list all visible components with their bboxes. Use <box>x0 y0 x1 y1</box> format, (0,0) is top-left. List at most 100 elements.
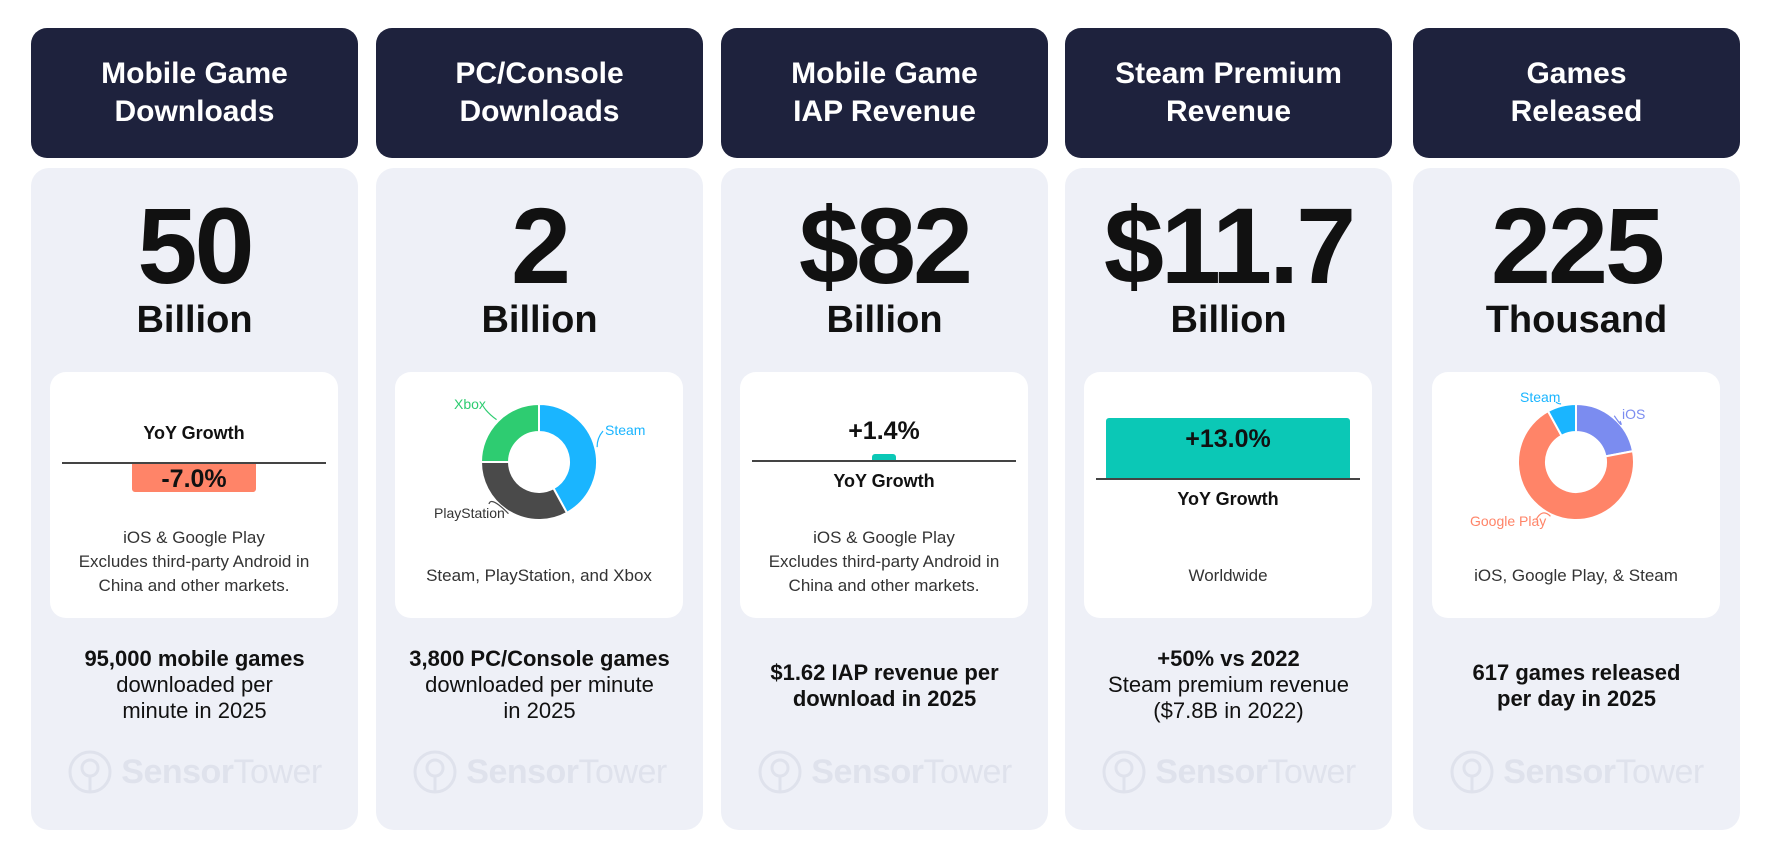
donut-segment-google-play <box>1517 409 1635 521</box>
sensor-tower-logo-icon <box>758 750 802 794</box>
growth-axis <box>1096 478 1360 480</box>
stat-unit: Thousand <box>1485 299 1668 341</box>
donut-segment-steam <box>1546 402 1577 438</box>
stat-unit: Billion <box>826 299 943 341</box>
stat-column-pc-console-downloads: PC/Console Downloads 2 Billion Steam Play… <box>376 28 703 830</box>
donut-leader-line <box>1613 415 1622 426</box>
donut-card: iOS Google Play Steam iOS, Google Play, & … <box>1432 372 1720 618</box>
footer-lead: 617 games released <box>1472 660 1681 685</box>
stat-column-steam-revenue: Steam Premium Revenue $11.7 Billion +13.… <box>1065 28 1392 830</box>
stat-header: Mobile Game Downloads <box>31 28 358 158</box>
donut-label-steam: Steam <box>605 422 645 438</box>
stat-value: 2 <box>510 185 571 306</box>
growth-bar <box>871 454 897 460</box>
sensor-tower-logo-icon <box>68 750 112 794</box>
footer-detail: downloaded per minute in 2025 <box>425 672 654 723</box>
footer-detail: download in 2025 <box>792 686 977 711</box>
stat-value: $11.7 <box>1103 185 1356 306</box>
footer-detail: Steam premium revenue ($7.8B in 2022) <box>1108 672 1349 723</box>
stat-panel: $82 Billion +1.4% YoY Growth iOS & Googl… <box>721 168 1048 830</box>
donut-leader-line <box>484 408 497 421</box>
growth-bar <box>1106 418 1350 478</box>
card-note: Steam, PlayStation, and Xbox <box>426 566 652 585</box>
watermark-text: SensorTower <box>1155 752 1356 791</box>
stat-footer: 617 games released per day in 2025 <box>1423 660 1730 712</box>
growth-value: -7.0% <box>161 465 227 493</box>
sensor-tower-watermark: SensorTower <box>1065 748 1392 796</box>
growth-value: +13.0% <box>1185 425 1271 453</box>
growth-axis <box>752 460 1016 462</box>
donut-leader-line <box>1555 401 1562 405</box>
stat-panel: $11.7 Billion +13.0% YoY Growth Worldwid… <box>1065 168 1392 830</box>
stat-header: Mobile Game IAP Revenue <box>721 28 1048 158</box>
stat-column-games-released: Games Released 225 Thousand iOS Google Pl… <box>1413 28 1740 830</box>
donut-leader-line <box>1535 512 1551 521</box>
sensor-tower-watermark: SensorTower <box>31 748 358 796</box>
footer-detail: per day in 2025 <box>1497 686 1656 711</box>
stat-title: PC/Console Downloads <box>455 57 624 128</box>
donut-label-xbox: Xbox <box>454 396 486 412</box>
footer-lead: 95,000 mobile games <box>84 646 305 671</box>
growth-card: +13.0% YoY Growth Worldwide <box>1084 372 1372 618</box>
donut-segment-xbox <box>479 402 540 463</box>
sensor-tower-watermark: SensorTower <box>1413 748 1740 796</box>
stat-title: Games Released <box>1510 57 1643 128</box>
stat-value: $82 <box>798 185 973 306</box>
stat-title: Mobile Game Downloads <box>101 57 288 128</box>
growth-card: +1.4% YoY Growth iOS & Google Play Exclu… <box>740 372 1028 618</box>
donut-label-ios: iOS <box>1622 406 1645 422</box>
sensor-tower-watermark: SensorTower <box>721 748 1048 796</box>
stat-column-mobile-downloads: Mobile Game Downloads 50 Billion YoY Gro… <box>31 28 358 830</box>
donut-label-google-play: Google Play <box>1470 513 1546 529</box>
growth-bar <box>132 464 256 492</box>
stat-unit: Billion <box>1170 299 1287 341</box>
donut-segment-playstation <box>479 461 569 521</box>
growth-label: YoY Growth <box>833 471 935 491</box>
stat-panel: 2 Billion Steam PlayStation Xbox Steam, Pl… <box>376 168 703 830</box>
donut-leader-line <box>596 430 604 448</box>
stat-header: Steam Premium Revenue <box>1065 28 1392 158</box>
sensor-tower-logo-icon <box>413 750 457 794</box>
growth-card: YoY Growth -7.0% iOS & Google Play Exclu… <box>50 372 338 618</box>
stat-footer: 95,000 mobile games downloaded per minut… <box>41 646 348 724</box>
footer-lead: 3,800 PC/Console games <box>409 646 670 671</box>
platform-donut-chart: iOS Google Play Steam <box>1470 389 1645 529</box>
card-note: Worldwide <box>1188 566 1268 585</box>
stat-footer: +50% vs 2022 Steam premium revenue ($7.8… <box>1075 646 1382 724</box>
stat-title: Mobile Game IAP Revenue <box>791 57 978 128</box>
stat-title: Steam Premium Revenue <box>1115 57 1342 128</box>
card-note: iOS & Google Play Excludes third-party A… <box>768 528 1000 595</box>
card-note: iOS & Google Play Excludes third-party A… <box>78 528 310 595</box>
stat-footer: $1.62 IAP revenue per download in 2025 <box>731 660 1038 712</box>
growth-label: YoY Growth <box>143 423 245 443</box>
footer-detail: downloaded per minute in 2025 <box>116 672 273 723</box>
watermark-text: SensorTower <box>121 752 322 791</box>
sensor-tower-watermark: SensorTower <box>376 748 703 796</box>
stat-panel: 225 Thousand iOS Google Play Steam iOS, Go… <box>1413 168 1740 830</box>
growth-axis <box>62 462 326 464</box>
donut-segment-steam <box>538 402 598 515</box>
platform-donut-chart: Steam PlayStation Xbox <box>434 396 645 521</box>
growth-label: YoY Growth <box>1177 489 1279 509</box>
donut-label-playstation: PlayStation <box>434 505 505 521</box>
stat-header: PC/Console Downloads <box>376 28 703 158</box>
growth-value: +1.4% <box>848 417 920 445</box>
stat-unit: Billion <box>481 299 598 341</box>
card-note: iOS, Google Play, & Steam <box>1474 566 1678 585</box>
stat-header: Games Released <box>1413 28 1740 158</box>
footer-lead: +50% vs 2022 <box>1157 646 1300 671</box>
stat-panel: 50 Billion YoY Growth -7.0% iOS & Google… <box>31 168 358 830</box>
footer-lead: $1.62 IAP revenue per <box>770 660 999 685</box>
donut-leader-line <box>488 501 509 515</box>
sensor-tower-logo-icon <box>1450 750 1494 794</box>
donut-label-steam: Steam <box>1520 389 1560 405</box>
stat-value: 50 <box>137 185 254 306</box>
donut-card: Steam PlayStation Xbox Steam, PlayStation,… <box>395 372 683 618</box>
watermark-text: SensorTower <box>466 752 667 791</box>
sensor-tower-logo-icon <box>1102 750 1146 794</box>
watermark-text: SensorTower <box>811 752 1012 791</box>
watermark-text: SensorTower <box>1503 752 1704 791</box>
stat-column-iap-revenue: Mobile Game IAP Revenue $82 Billion +1.4… <box>721 28 1048 830</box>
stat-value: 225 <box>1490 185 1665 306</box>
